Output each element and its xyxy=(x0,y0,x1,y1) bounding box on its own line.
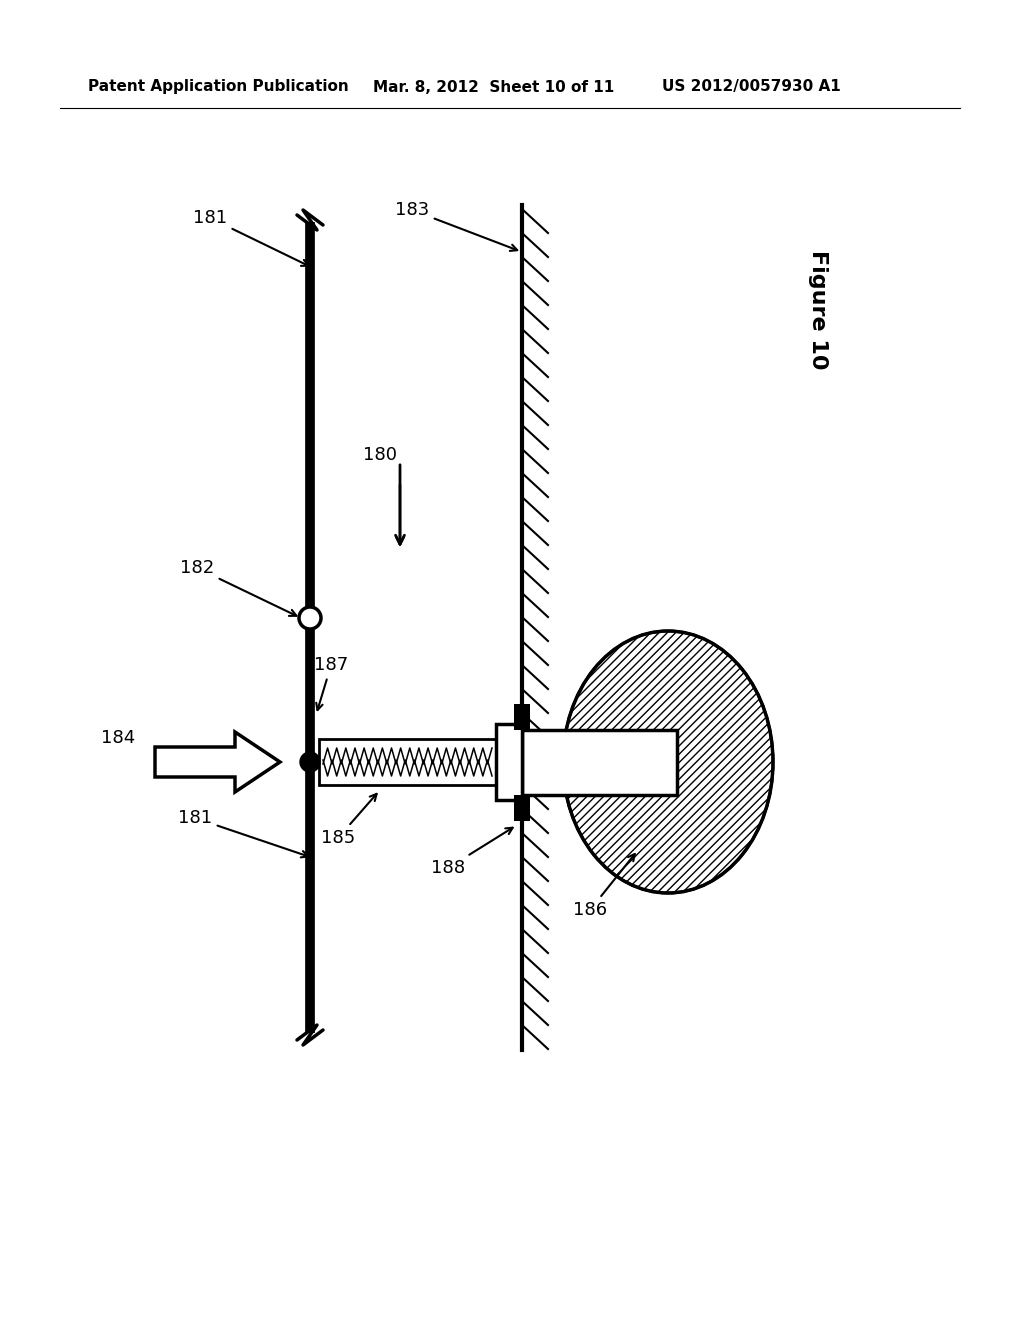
Text: 183: 183 xyxy=(395,201,517,251)
Ellipse shape xyxy=(563,631,773,894)
Text: 181: 181 xyxy=(178,809,308,858)
Text: Figure 10: Figure 10 xyxy=(808,251,828,370)
Text: 187: 187 xyxy=(314,656,348,710)
Circle shape xyxy=(299,607,321,630)
Text: Mar. 8, 2012  Sheet 10 of 11: Mar. 8, 2012 Sheet 10 of 11 xyxy=(373,79,614,95)
Bar xyxy=(514,704,530,730)
Text: 185: 185 xyxy=(321,793,377,847)
Bar xyxy=(522,730,677,795)
Text: Patent Application Publication: Patent Application Publication xyxy=(88,79,349,95)
Text: US 2012/0057930 A1: US 2012/0057930 A1 xyxy=(662,79,841,95)
Polygon shape xyxy=(155,733,280,792)
Bar xyxy=(514,795,530,821)
Text: 181: 181 xyxy=(193,209,308,265)
Text: 186: 186 xyxy=(573,854,635,919)
Bar xyxy=(319,739,496,785)
Text: 182: 182 xyxy=(180,558,296,616)
Bar xyxy=(496,723,522,800)
Text: 188: 188 xyxy=(431,828,513,876)
Text: 180: 180 xyxy=(362,446,397,465)
Circle shape xyxy=(300,752,319,772)
Text: 184: 184 xyxy=(101,729,135,747)
